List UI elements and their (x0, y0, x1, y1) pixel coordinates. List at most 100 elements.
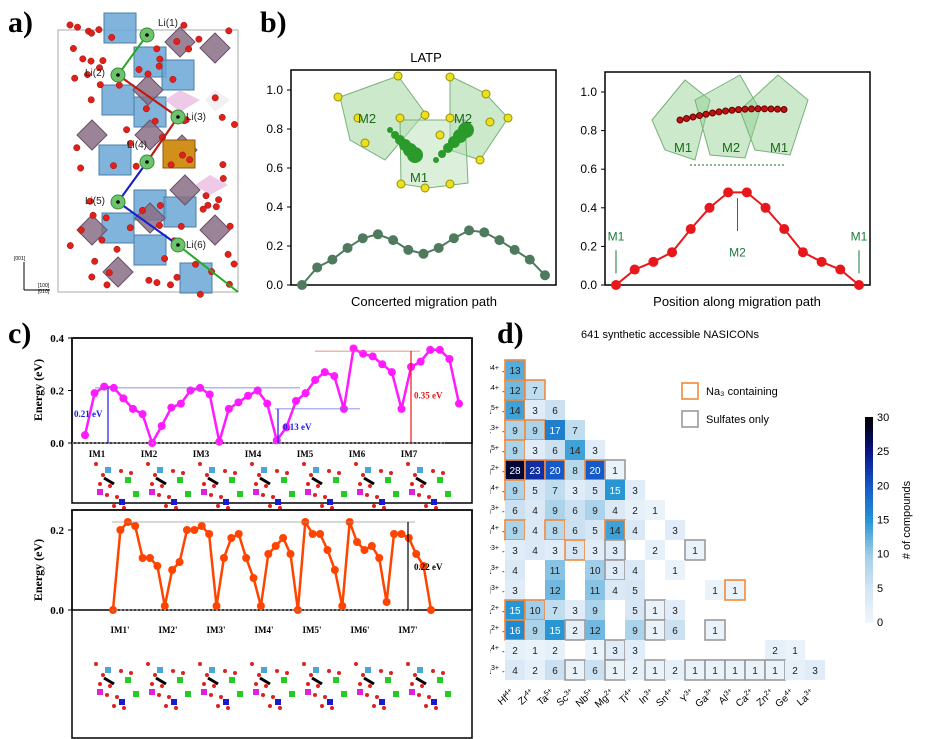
migration-arrow (363, 676, 375, 686)
cell-value: 1 (592, 646, 598, 657)
heatmap-cell (665, 620, 685, 640)
oxygen-atom (434, 706, 438, 710)
oxygen-atom (434, 506, 438, 510)
column-label: Y3+ (678, 687, 697, 706)
data-point (190, 526, 199, 534)
row-label: Zr4+ (490, 385, 499, 397)
heatmap-cell (505, 580, 525, 600)
colorbar-segment (865, 598, 873, 602)
cell-value: 4 (612, 506, 618, 517)
data-point (445, 355, 454, 363)
colorbar-segment (865, 451, 873, 456)
atom (177, 677, 183, 683)
x-category-label: IM6' (351, 625, 370, 635)
heatmap-cell (565, 500, 585, 520)
heatmap-cell (545, 540, 565, 560)
colorbar-segment (865, 440, 873, 445)
cell-value: 1 (612, 466, 618, 477)
li-site-label: Li(3) (186, 112, 206, 123)
oxygen-atom (413, 473, 417, 477)
oxygen-atom (219, 175, 227, 182)
li-path-point (735, 106, 742, 114)
colorbar-segment (865, 417, 873, 421)
row-label: Ti4+ (490, 485, 499, 497)
data-point (116, 526, 125, 534)
colorbar-segment (865, 601, 873, 606)
heatmap-cell (545, 620, 565, 640)
li-atom (458, 122, 474, 138)
colorbar-segment (865, 427, 873, 432)
heatmap-cell (545, 600, 565, 620)
oxygen-atom (129, 471, 133, 475)
atom (237, 491, 243, 497)
tetrahedron-shape (76, 119, 108, 151)
oxygen-atom (250, 662, 254, 666)
cell-value: 1 (712, 626, 718, 637)
cell-value: 3 (672, 606, 678, 617)
y-tick-label: 0.6 (580, 162, 597, 176)
oxygen-atom (223, 469, 227, 473)
colorbar-segment (865, 454, 873, 459)
cell-value: 3 (612, 646, 618, 657)
atom (223, 499, 229, 505)
oxygen-atom (327, 469, 331, 473)
data-point (81, 431, 89, 440)
data-point (353, 538, 362, 546)
y-tick-label: 0.2 (580, 239, 597, 253)
cell-value: 2 (672, 666, 678, 677)
cell-value: 5 (592, 526, 598, 537)
oxygen-atom (427, 495, 431, 499)
x-category-label: IM2' (159, 625, 178, 635)
data-point (524, 254, 535, 265)
data-point (403, 244, 414, 255)
oxygen-atom (302, 662, 306, 666)
data-point (212, 602, 221, 610)
heatmap-cell (525, 500, 545, 520)
data-point (509, 244, 520, 255)
oxygen-atom (101, 473, 105, 477)
oxygen-atom (353, 113, 363, 123)
colorbar-segment (865, 591, 873, 596)
data-point (387, 368, 396, 377)
colorbar-segment (865, 420, 873, 425)
structure-snapshot (250, 662, 295, 710)
oxygen-atom (156, 202, 164, 209)
oxygen-atom (151, 117, 159, 125)
oxygen-atom (382, 506, 386, 510)
oxygen-atom (186, 156, 194, 164)
data-point (128, 404, 137, 413)
structure-snapshot (198, 662, 243, 710)
oxygen-atom (105, 693, 109, 697)
row-label: In3+ (490, 505, 499, 517)
x-category-label: IM7 (401, 449, 418, 459)
li-site-marker (145, 33, 149, 37)
atom (275, 499, 281, 505)
colorbar-tick-label: 0 (877, 617, 883, 629)
oxygen-atom (113, 245, 121, 253)
oxygen-atom (196, 290, 204, 298)
polyhedron-shape (739, 74, 809, 156)
cell-value: 4 (532, 526, 538, 537)
atom (209, 467, 215, 473)
oxygen-atom (142, 105, 150, 113)
column-label: La3+ (795, 687, 817, 708)
row-tick: - (502, 627, 505, 636)
heatmap-cell (545, 420, 565, 440)
data-point (816, 256, 827, 267)
structure-snapshot (406, 462, 451, 510)
colorbar-segment (865, 488, 873, 493)
inset-label: M2 (358, 111, 376, 126)
cell-value: 15 (549, 626, 561, 637)
annotation-m1: M1 (851, 229, 868, 243)
y-tick-label: 0.0 (50, 438, 64, 450)
cell-value: 9 (512, 426, 518, 437)
data-point (397, 530, 406, 538)
oxygen-atom (88, 29, 95, 37)
data-point (433, 242, 444, 253)
atom (253, 689, 259, 695)
data-point (704, 202, 715, 213)
atom (385, 477, 391, 483)
data-point (301, 389, 310, 398)
heatmap-cell (545, 440, 565, 460)
cell-value: 1 (712, 586, 718, 597)
